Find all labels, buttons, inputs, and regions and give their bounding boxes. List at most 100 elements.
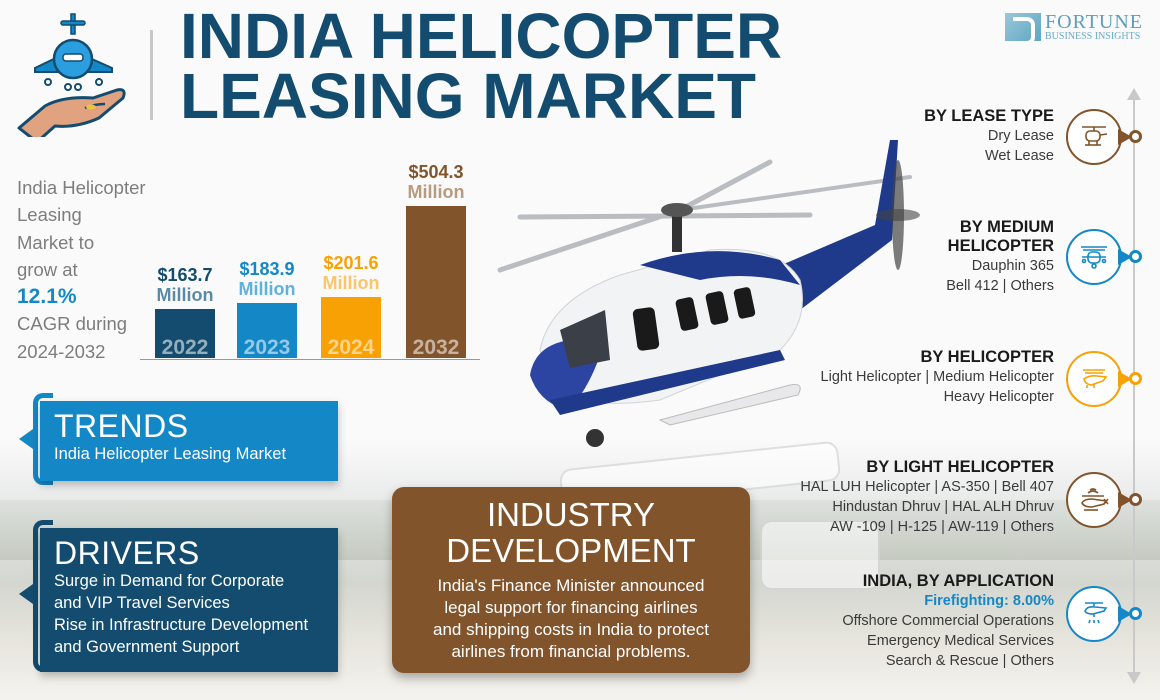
bar-year-label: 2032 <box>412 336 460 359</box>
helicopter-icon <box>1066 109 1122 165</box>
segment-item: Dry Lease <box>987 128 1054 144</box>
segment-lease-type: BY LEASE TYPE Dry Lease Wet Lease <box>924 107 1054 166</box>
industry-development-text: airlines from financial problems. <box>451 642 691 661</box>
trends-title: TRENDS <box>54 408 189 444</box>
trends-notch <box>19 429 33 449</box>
industry-development-text: legal support for financing airlines <box>444 598 698 617</box>
fortune-business-insights-logo: FORTUNE BUSINESS INSIGHTS <box>1005 12 1143 42</box>
segment-title: BY HELICOPTER <box>920 348 1054 366</box>
segment-item: Dauphin 365 <box>971 258 1054 274</box>
segment-highlight: Firefighting: 8.00% <box>924 593 1054 609</box>
timeline-dot <box>1129 493 1142 506</box>
segment-helicopter: BY HELICOPTER Light Helicopter | Medium … <box>821 348 1054 407</box>
signal-helicopter-icon <box>1066 472 1122 528</box>
segment-node-application <box>1066 586 1146 642</box>
summary-text: Leasing <box>17 204 82 226</box>
industry-development-title: INDUSTRY <box>486 496 656 533</box>
industry-development-title: DEVELOPMENT <box>446 532 696 569</box>
summary-text: 2024-2032 <box>17 340 106 362</box>
segment-node-medium-helicopter <box>1066 229 1146 285</box>
segment-item: Light Helicopter | Medium Helicopter <box>820 369 1054 385</box>
summary-text: grow at <box>17 258 78 280</box>
segment-item: Offshore Commercial Operations <box>842 613 1054 629</box>
brand-subtitle: BUSINESS INSIGHTS <box>1045 31 1141 42</box>
plane-in-hand-icon <box>15 12 130 144</box>
title-line-2: LEASING MARKET <box>180 60 756 132</box>
bar-value-unit: Million <box>407 182 465 202</box>
segment-node-light-helicopter <box>1066 472 1146 528</box>
segment-title: BY LEASE TYPE <box>924 107 1054 125</box>
trends-text: India Helicopter Leasing Market <box>54 445 287 463</box>
bar-value-unit: Million <box>238 279 296 299</box>
segment-item: Search & Rescue | Others <box>885 653 1054 669</box>
segment-title: INDIA, BY APPLICATION <box>862 572 1054 590</box>
bar-2024: 2024 $201.6 Million <box>321 253 381 359</box>
node-pointer <box>1118 606 1132 622</box>
bar-year-label: 2022 <box>161 336 209 359</box>
trends-panel: TRENDS India Helicopter Leasing Market <box>40 401 338 481</box>
bar-2022: 2022 $163.7 Million <box>155 265 215 359</box>
segment-light-helicopter: BY LIGHT HELICOPTER HAL LUH Helicopter |… <box>800 458 1054 537</box>
drivers-panel: DRIVERS Surge in Demand for Corporate an… <box>40 528 338 672</box>
bar-value-unit: Million <box>322 273 380 293</box>
drivers-title: DRIVERS <box>54 535 200 571</box>
military-helicopter-icon <box>1066 351 1122 407</box>
bar-year-label: 2024 <box>327 336 375 359</box>
segment-node-helicopter <box>1066 351 1146 407</box>
header-divider <box>150 30 153 120</box>
bar-value-label: $504.3 Million <box>386 162 486 202</box>
timeline-arrow-up-icon <box>1127 88 1141 100</box>
segment-node-lease-type <box>1066 109 1146 165</box>
brand-name: FORTUNE <box>1045 11 1144 33</box>
segment-item: Emergency Medical Services <box>867 633 1054 649</box>
driver-item: and VIP Travel Services <box>54 594 230 612</box>
title-line-1: INDIA HELICOPTER <box>180 0 783 72</box>
node-pointer <box>1118 371 1132 387</box>
segment-application: INDIA, BY APPLICATION Firefighting: 8.00… <box>842 572 1054 671</box>
timeline-dot <box>1129 607 1142 620</box>
driver-item: Rise in Infrastructure Development <box>54 616 309 634</box>
segment-item: Heavy Helicopter <box>943 389 1054 405</box>
segment-item: AW -109 | H-125 | AW-119 | Others <box>829 519 1054 535</box>
cagr-summary: India Helicopter Leasing Market to grow … <box>17 174 146 365</box>
bar-value-unit: Million <box>156 285 214 305</box>
segment-title: BY MEDIUM <box>959 218 1054 236</box>
segment-item: HAL LUH Helicopter | AS-350 | Bell 407 <box>800 479 1054 495</box>
trends-callout: TRENDS India Helicopter Leasing Market <box>18 393 338 493</box>
drivers-callout: DRIVERS Surge in Demand for Corporate an… <box>18 520 338 680</box>
bar-value: $183.9 <box>239 259 295 279</box>
segment-item: Hindustan Dhruv | HAL ALH Dhruv <box>832 499 1054 515</box>
industry-development-text: and shipping costs in India to protect <box>433 620 709 639</box>
segment-timeline <box>1133 96 1135 676</box>
bar-value-label: $201.6 Million <box>301 253 401 293</box>
fbi-logo-mark-icon <box>1005 13 1041 41</box>
attack-helicopter-icon <box>1066 229 1122 285</box>
bar-value: $504.3 <box>408 162 464 182</box>
cagr-value: 12.1% <box>17 285 77 309</box>
bar-value-label: $183.9 Million <box>217 259 317 299</box>
trends-frame <box>33 393 53 485</box>
node-pointer <box>1118 492 1132 508</box>
segment-item: Wet Lease <box>984 148 1054 164</box>
segment-title: HELICOPTER <box>947 237 1054 255</box>
helicopter-illustration <box>480 120 940 450</box>
timeline-dot <box>1129 130 1142 143</box>
summary-text: CAGR during <box>17 313 128 335</box>
segment-medium-helicopter: BY MEDIUM HELICOPTER Dauphin 365 Bell 41… <box>946 218 1054 296</box>
industry-development-box: INDUSTRY DEVELOPMENT India's Finance Min… <box>392 487 750 673</box>
background-plane-body <box>760 520 880 590</box>
node-pointer <box>1118 249 1132 265</box>
bar-year-label: 2023 <box>243 336 291 359</box>
market-size-bar-chart: 2022 $163.7 Million 2023 $183.9 Million 2024 $2… <box>140 150 480 360</box>
timeline-dot <box>1129 372 1142 385</box>
timeline-arrow-down-icon <box>1127 672 1141 684</box>
bar-value: $163.7 <box>157 265 213 285</box>
bar-2023: 2023 $183.9 Million <box>237 259 297 359</box>
firefighting-helicopter-icon <box>1066 586 1122 642</box>
bar-value-label: $163.7 Million <box>135 265 235 305</box>
timeline-dot <box>1129 250 1142 263</box>
driver-item: Surge in Demand for Corporate <box>54 572 285 590</box>
page-title: INDIA HELICOPTER LEASING MARKET <box>180 0 783 132</box>
segment-title: BY LIGHT HELICOPTER <box>866 458 1054 476</box>
bar-value: $201.6 <box>323 253 379 273</box>
